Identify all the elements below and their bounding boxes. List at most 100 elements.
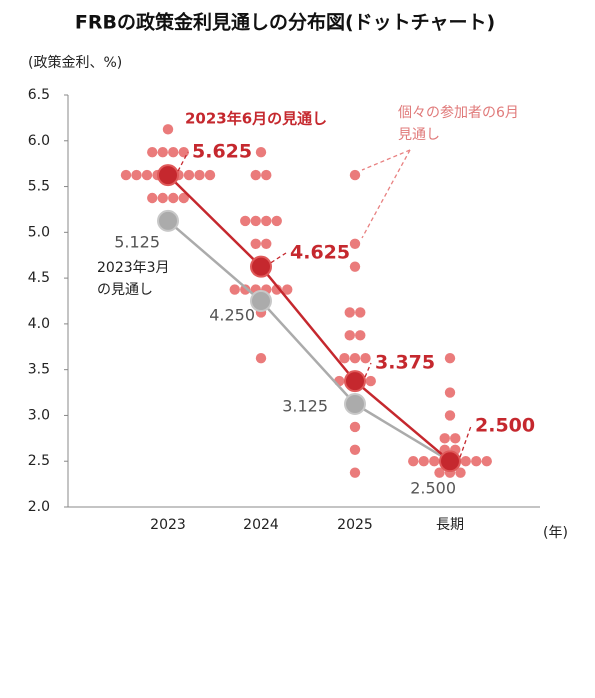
participant-dot [261, 169, 272, 181]
participant-dot [240, 215, 251, 227]
participant-dot [157, 192, 168, 204]
participant-dot [444, 387, 456, 398]
median-label: 2.500 [410, 479, 456, 498]
participant-dot [282, 284, 293, 295]
y-tick-label: 2.5 [28, 453, 50, 469]
chart-title: FRBの政策金利見通しの分布図(ドットチャート) [75, 11, 495, 34]
median-dot [157, 209, 179, 232]
participant-dot [444, 353, 456, 364]
participant-dot [460, 456, 471, 467]
participant-dot [355, 330, 366, 341]
y-tick-label: 2.0 [28, 499, 50, 515]
chart: FRBの政策金利見通しの分布図(ドットチャート) (政策金利、%) (年) 20… [28, 11, 568, 542]
participant-dot [344, 307, 355, 318]
participant-dot [360, 353, 371, 364]
median-line [167, 174, 451, 463]
participant-dot [349, 421, 361, 433]
participant-dot [147, 192, 158, 204]
leader-line [270, 252, 287, 264]
y-tick-label: 4.0 [28, 316, 50, 332]
leader-line [177, 151, 189, 172]
participant-dot [131, 169, 142, 181]
x-tick-label: 2024 [243, 517, 279, 533]
participant-dot [349, 444, 361, 455]
participant-dot [250, 169, 261, 181]
participant-dot [355, 307, 366, 318]
participant-dot [168, 147, 179, 158]
x-tick-label: 2025 [337, 517, 373, 533]
participant-dot [408, 456, 419, 467]
participant-dot [444, 410, 456, 421]
participant-dot [261, 215, 272, 227]
participant-dot [255, 147, 267, 158]
x-axis-unit: (年) [543, 525, 568, 541]
participant-dot [120, 169, 132, 181]
participant-dot [349, 353, 361, 364]
participant-dot [147, 147, 158, 158]
median-dot [344, 393, 366, 415]
participant-dot [349, 169, 361, 181]
participant-dot [157, 147, 168, 158]
y-tick-label: 5.0 [28, 224, 50, 240]
participant-dot [261, 238, 272, 249]
participant-dot [271, 284, 282, 295]
participant-dot [178, 147, 189, 158]
participant-dot [250, 238, 261, 249]
leader-line [459, 425, 472, 458]
y-tick-label: 6.5 [28, 87, 50, 103]
participant-dot [349, 467, 361, 478]
participant-dot [365, 375, 376, 387]
y-tick-label: 5.5 [28, 179, 50, 195]
y-tick-label: 3.5 [28, 362, 50, 378]
participant-dot [349, 238, 361, 249]
median-label: 5.125 [114, 233, 160, 252]
participant-dot [240, 284, 251, 295]
median-label: 4.625 [290, 242, 350, 264]
y-axis-label: (政策金利、%) [28, 54, 122, 71]
y-tick-label: 4.5 [28, 270, 50, 286]
participant-dot [339, 353, 350, 364]
participant-dot [471, 456, 482, 467]
median-label: 3.375 [375, 352, 435, 374]
y-tick-label: 6.0 [28, 133, 50, 149]
participant-dot [183, 169, 195, 181]
legend-march: 2023年3月の見通し [97, 260, 170, 298]
median-label: 5.625 [192, 141, 252, 163]
participant-dot [271, 215, 282, 227]
x-tick-label: 長期 [436, 517, 464, 533]
median-label: 4.250 [209, 306, 255, 325]
participant-dot [429, 456, 440, 467]
median-line [167, 219, 451, 463]
participant-dot [162, 124, 174, 135]
callout-line [361, 149, 411, 239]
participant-dot [450, 433, 461, 444]
participant-dot [204, 169, 216, 181]
participant-dot [439, 433, 450, 444]
median-dot [344, 370, 366, 393]
participant-dot [455, 467, 466, 478]
median-label: 2.500 [475, 415, 535, 437]
median-dot [157, 164, 179, 187]
participant-dot [178, 192, 189, 204]
participant-dot [255, 353, 267, 364]
y-tick-label: 3.0 [28, 407, 50, 423]
leader-line [364, 362, 372, 378]
median-dot [250, 255, 272, 278]
median-label: 3.125 [282, 397, 328, 416]
legend-june: 2023年6月の見通し [185, 110, 327, 128]
median-dot [439, 450, 461, 473]
participant-dot [418, 456, 429, 467]
participant-dot [481, 456, 492, 467]
callout-line [361, 149, 411, 171]
x-tick-label: 2023 [150, 517, 186, 533]
participant-dot [349, 261, 361, 272]
participant-dot [344, 330, 355, 341]
dots-annotation: 個々の参加者の6月見通し [398, 105, 519, 143]
participant-dot [141, 169, 153, 181]
participant-dot [194, 169, 205, 181]
median-dot [250, 290, 272, 312]
participant-dot [229, 284, 240, 295]
participant-dot [168, 192, 179, 204]
participant-dot [434, 467, 445, 478]
